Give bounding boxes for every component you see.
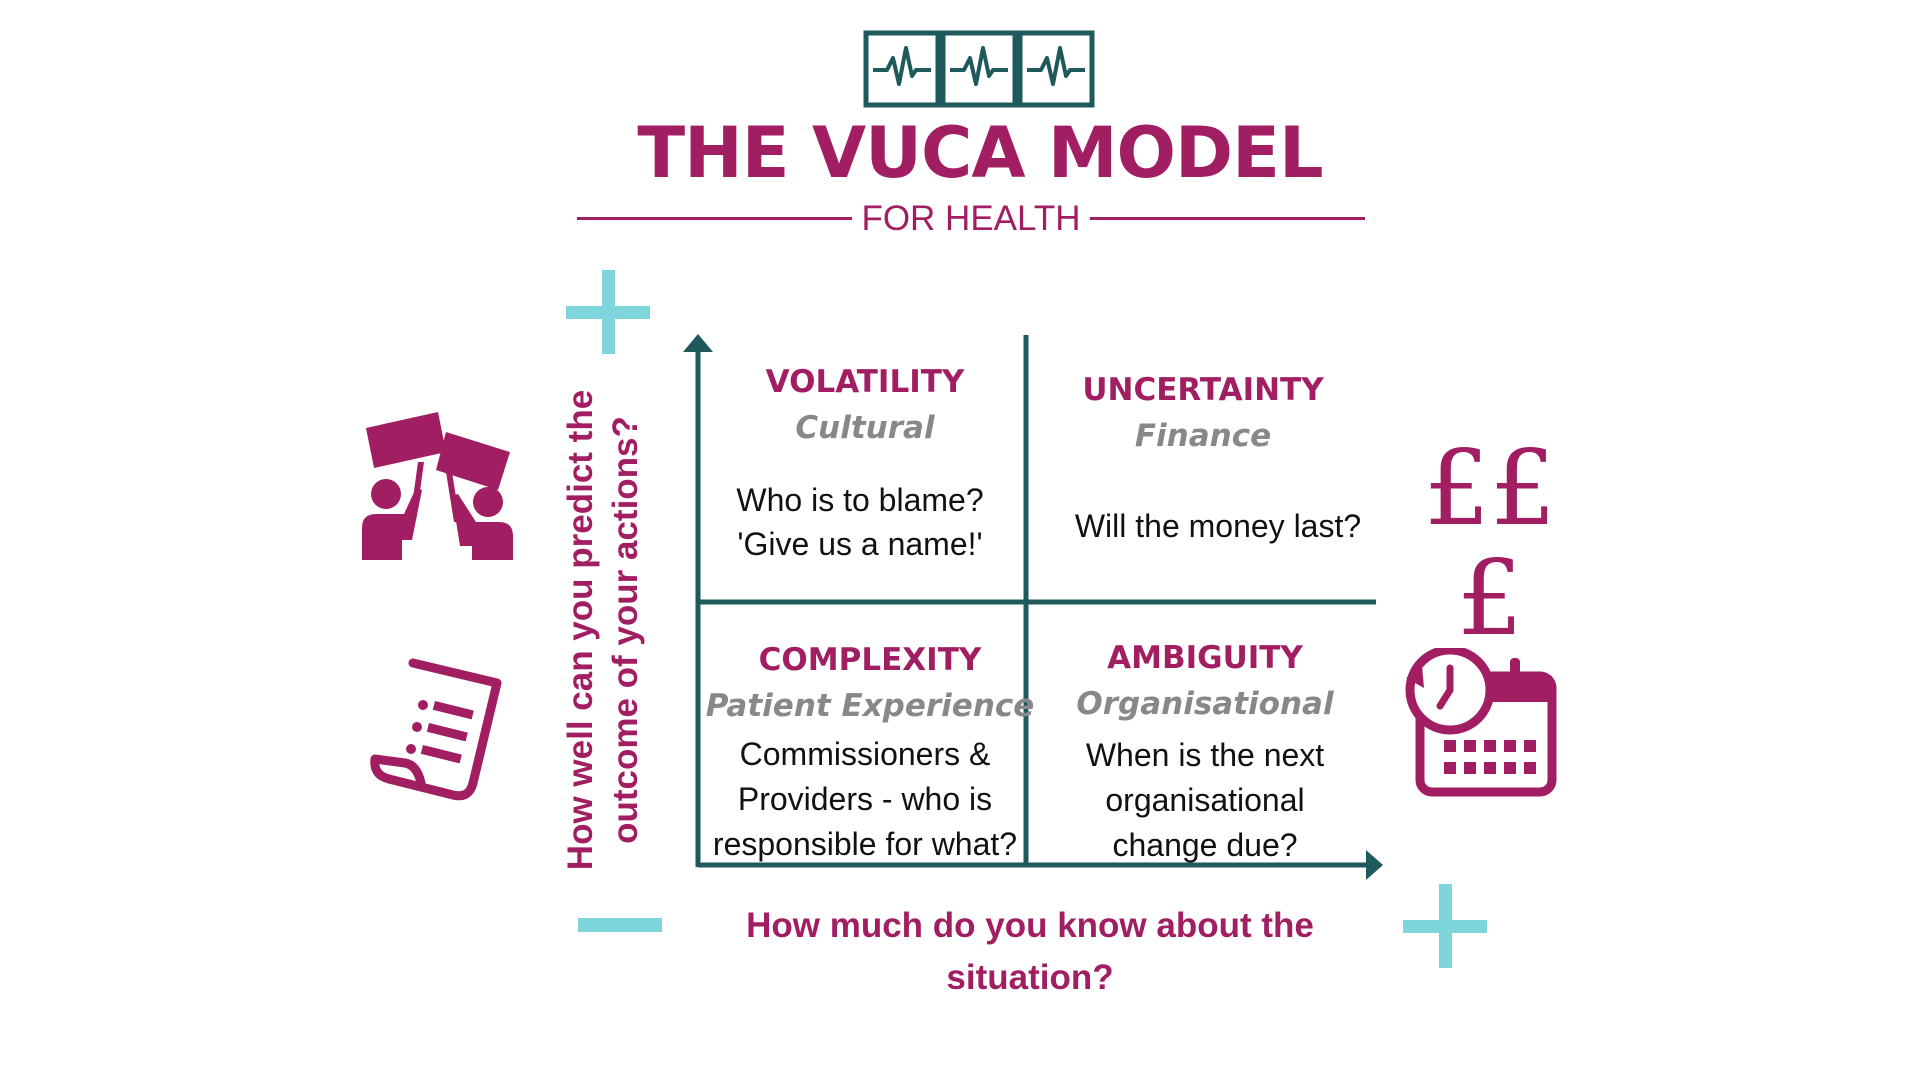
uncertainty-subtitle: Finance [1134,418,1272,454]
x-axis-arrowhead [1366,850,1383,880]
complexity-body-line1: Commissioners & [739,736,991,772]
complexity-title: COMPLEXITY [758,642,982,678]
ambiguity-body-line3: change due? [1112,827,1298,863]
x-axis-plus-sign [1403,884,1487,968]
title-rule-right [1090,217,1365,220]
ambiguity-body-line1: When is the next [1085,737,1325,773]
uncertainty-body-line1: Will the money last? [1074,508,1362,544]
x-axis-minus-sign [578,918,662,932]
page-subtitle: FOR HEALTH [861,199,1081,238]
document-icon [370,658,502,801]
volatility-title: VOLATILITY [765,364,965,400]
complexity-body-line2: Providers - who is [737,781,993,817]
page-title: THE VUCA MODEL [637,112,1323,194]
x-axis-label: How much do you know about the situation… [746,906,1314,997]
complexity-body-line3: responsible for what? [712,826,1018,862]
complexity-subtitle: Patient Experience [705,688,1035,724]
pounds-icon: £££ [1423,427,1557,659]
ambiguity-body-line2: organisational [1105,782,1305,818]
ambiguity-subtitle: Organisational [1076,686,1334,722]
calendar-clock-icon [1405,648,1557,797]
protest-icon [362,412,513,560]
y-axis-plus-sign [566,270,650,354]
uncertainty-title: UNCERTAINTY [1082,372,1324,408]
ambiguity-title: AMBIGUITY [1107,640,1303,676]
heartbeat-monitor-icon [863,30,1095,108]
volatility-body-line2: 'Give us a name!' [737,526,983,562]
volatility-subtitle: Cultural [795,410,935,446]
y-axis-arrowhead [683,334,713,352]
volatility-body-line1: Who is to blame? [736,482,984,518]
title-rule-left [577,217,852,220]
